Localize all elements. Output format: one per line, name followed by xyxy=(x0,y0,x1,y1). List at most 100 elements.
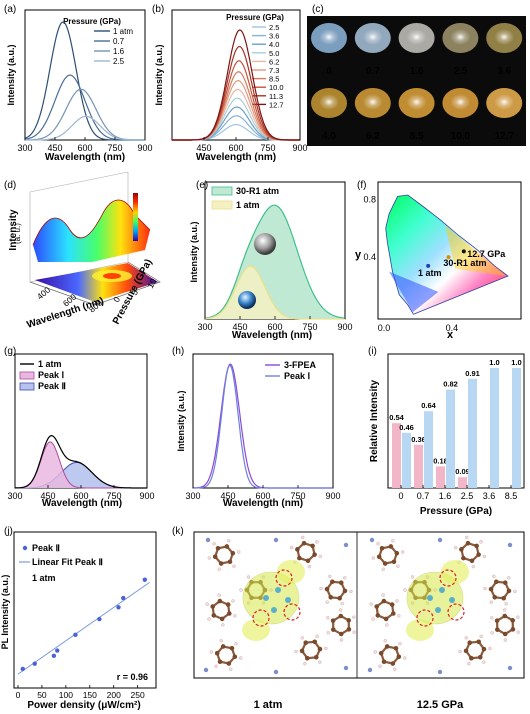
glow-core xyxy=(406,94,427,110)
carbon-atom xyxy=(295,547,300,552)
data-point xyxy=(51,653,57,658)
floor-peak xyxy=(103,273,121,279)
x-axis-label: Wavelength (nm) xyxy=(45,152,125,163)
value-label: 0.09 xyxy=(455,467,470,476)
spectrum-0 xyxy=(24,21,145,141)
tick-label: 0 xyxy=(398,491,403,501)
nitrogen-atom xyxy=(343,542,349,548)
hydrogen-atom xyxy=(393,667,397,671)
panel-label: (g) xyxy=(4,346,16,357)
hydrogen-atom xyxy=(339,638,344,642)
peak1-area xyxy=(15,441,147,488)
hydrogen-atom xyxy=(378,664,382,668)
hydrogen-atom xyxy=(325,600,329,604)
z-unit: (a. u.) xyxy=(13,223,22,244)
carbon-atom xyxy=(229,645,235,651)
carbon-atom xyxy=(381,598,387,604)
tick-label: 0.4 xyxy=(446,323,459,333)
carbon-atom xyxy=(494,579,499,585)
spectra xyxy=(204,204,346,320)
tile-label: 0 xyxy=(326,66,332,77)
hydrogen-atom xyxy=(503,638,508,642)
x-axis-label: Power density (μW/cm²) xyxy=(27,700,140,711)
glow-core xyxy=(450,94,471,110)
cie-diagram xyxy=(385,194,509,315)
carbon-atom xyxy=(346,627,352,632)
peak2-area xyxy=(15,462,147,488)
hydrogen-atom xyxy=(212,542,216,546)
chromaticity-point xyxy=(426,263,431,268)
hydrogen-atom xyxy=(232,564,236,568)
hydrogen-atom xyxy=(318,660,322,664)
carbon-atom xyxy=(494,618,500,623)
x-axis-label: x xyxy=(447,329,454,341)
hydrogen-atom xyxy=(315,634,319,639)
plot-frame xyxy=(387,353,525,489)
hydrogen-atom xyxy=(383,639,387,643)
carbon-atom xyxy=(215,545,221,551)
carbon-atom xyxy=(502,613,508,619)
bars: 0.540.46 0.36 0.64 0.18 0.82 0.09 0.91 1.0 1.0 xyxy=(389,358,522,488)
x-ticks: 300 450 600 750 900 xyxy=(17,137,153,153)
carbon-atom xyxy=(461,555,466,561)
tick-label: 600 xyxy=(255,491,270,501)
panel-label: (j) xyxy=(4,526,13,537)
carbon-atom xyxy=(214,650,220,656)
carbon-atom xyxy=(226,661,232,666)
glow-core xyxy=(362,29,383,45)
tick-label: 300 xyxy=(7,491,22,501)
nitrogen-atom xyxy=(369,537,375,543)
tick-label: 0.7 xyxy=(417,491,430,501)
tile-label: 3.6 xyxy=(497,66,511,77)
chromaticity-point xyxy=(461,249,466,254)
nitrogen-atom xyxy=(273,669,279,675)
tick-label: 450 xyxy=(47,143,62,153)
carbon-atom xyxy=(212,554,218,560)
spectra xyxy=(192,363,333,489)
carbon-atom xyxy=(391,559,397,565)
hydrogen-atom xyxy=(343,576,347,580)
carbon-atom xyxy=(378,650,384,656)
hydrogen-atom xyxy=(289,545,294,550)
data-point xyxy=(121,595,126,601)
hydrogen-atom xyxy=(214,664,218,668)
spectrum-peak1 xyxy=(193,364,333,489)
tick-label: 8.5 xyxy=(505,491,518,501)
y-axis-label: y xyxy=(355,249,362,261)
carbon-atom xyxy=(495,627,500,632)
hydrogen-atom xyxy=(397,614,401,618)
legend-entry: 11.3 xyxy=(269,92,283,101)
x-ticks: 300 450 600 750 900 xyxy=(7,485,155,501)
x-ticks: 450 600 750 900 xyxy=(196,137,308,153)
value-label: 0.91 xyxy=(465,369,480,378)
hydrogen-atom xyxy=(492,574,496,579)
legend-entry: Peak Ⅰ xyxy=(38,370,64,380)
carbon-atom xyxy=(481,646,487,652)
nitrogen-atom xyxy=(437,537,443,543)
halide-atom xyxy=(427,595,433,601)
molecular-structures xyxy=(203,535,520,675)
legend-title: Pressure (GPa) xyxy=(63,17,121,26)
tick-label: 150 xyxy=(83,690,97,700)
tile-label: 6.2 xyxy=(366,131,380,142)
carbon-atom xyxy=(459,547,464,552)
glow-core xyxy=(406,29,427,45)
carbon-atom xyxy=(393,645,399,651)
legend-swatch xyxy=(19,382,35,391)
carbon-atom xyxy=(330,579,335,585)
hydrogen-atom xyxy=(326,631,330,635)
tick-label: 3.6 xyxy=(483,491,496,501)
carbon-atom xyxy=(476,552,481,557)
legend-entry: 1 atm xyxy=(113,27,133,36)
charge-density xyxy=(242,571,300,625)
tick-label: 450 xyxy=(40,491,55,501)
halide-atom xyxy=(271,607,277,613)
hydrogen-atom xyxy=(395,599,399,603)
point-label: 1 atm xyxy=(418,268,442,278)
tick-label: 0.4 xyxy=(363,252,376,262)
carbon-atom xyxy=(501,595,506,601)
data-point xyxy=(32,661,37,666)
tick-label: 900 xyxy=(337,322,352,332)
tick-label: 900 xyxy=(139,491,154,501)
data-point xyxy=(97,616,102,622)
